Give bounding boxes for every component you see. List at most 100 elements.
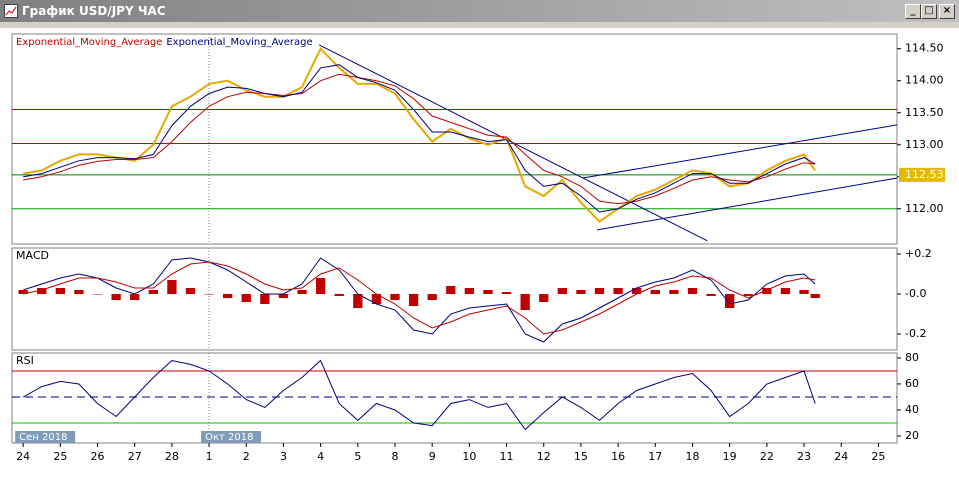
y-tick-label: 60 (905, 377, 919, 390)
chart: 112.00112.50113.00113.50114.00114.50+0.2… (0, 28, 959, 480)
histogram-bar (37, 288, 47, 294)
indicator-line (22, 359, 816, 431)
x-tick-label: 5 (354, 450, 361, 463)
histogram-bar (632, 288, 642, 294)
histogram-bar (743, 294, 753, 296)
histogram-bar (706, 294, 716, 296)
histogram-bar (18, 290, 28, 294)
x-tick-label: 15 (574, 450, 588, 463)
x-tick-label: 17 (648, 450, 662, 463)
histogram-bar (167, 280, 177, 294)
histogram-bar (130, 294, 140, 300)
x-tick-label: 24 (834, 450, 848, 463)
x-tick-label: 9 (429, 450, 436, 463)
histogram-bar (810, 294, 820, 298)
histogram-bar (725, 294, 735, 308)
histogram-bar (390, 294, 400, 300)
panel-frame (11, 33, 898, 245)
x-tick-label: 25 (871, 450, 885, 463)
y-tick-label: 112.00 (905, 202, 944, 215)
minimize-button[interactable]: _ (905, 4, 921, 19)
indicator-line (23, 64, 816, 213)
period-box (201, 431, 262, 443)
histogram-bar (594, 288, 605, 294)
histogram-bar (260, 294, 270, 304)
y-tick-label: 20 (905, 429, 919, 442)
x-tick-label: 2 (243, 450, 250, 463)
histogram-bar (669, 290, 679, 294)
window-icon (4, 4, 18, 18)
histogram-bar (223, 294, 233, 298)
x-tick-label: 22 (760, 450, 774, 463)
y-tick-label: 114.00 (905, 74, 944, 87)
x-tick-label: 28 (165, 450, 179, 463)
period-label: Окт 2018 (205, 432, 253, 443)
last-price-box (899, 167, 945, 182)
indicator-line (23, 261, 816, 335)
histogram-bar (576, 290, 586, 294)
indicator-line (23, 73, 816, 205)
x-tick-label: 27 (128, 450, 142, 463)
last-price-label: 112.53 (905, 168, 944, 181)
y-tick-label: 113.50 (905, 106, 944, 119)
period-label: Сен 2018 (19, 432, 67, 443)
histogram-bar (371, 294, 382, 304)
x-tick-label: 18 (685, 450, 699, 463)
histogram-bar (408, 294, 419, 306)
histogram-bar (353, 294, 363, 308)
maximize-button[interactable]: □ (921, 4, 937, 19)
price-line (23, 46, 817, 223)
x-tick-label: 24 (16, 450, 30, 463)
histogram-bar (278, 294, 289, 298)
x-tick-label: 1 (206, 450, 213, 463)
histogram-bar (501, 292, 512, 294)
histogram-bar (557, 288, 567, 294)
histogram-bar (613, 288, 623, 294)
y-tick-label: 80 (905, 351, 919, 364)
y-tick-label: 114.50 (905, 42, 944, 55)
histogram-bar (334, 294, 344, 296)
panel-title: MACD (16, 249, 49, 262)
histogram-bar (687, 288, 698, 294)
trend-line (596, 177, 898, 231)
histogram-bar (204, 294, 214, 295)
y-tick-label: +0.2 (905, 247, 932, 260)
x-tick-label: 3 (280, 450, 287, 463)
histogram-bar (148, 290, 158, 294)
x-tick-label: 16 (611, 450, 625, 463)
legend-entry: Exponential_Moving_Average (16, 37, 162, 48)
x-tick-label: 26 (91, 450, 105, 463)
histogram-bar (111, 294, 121, 300)
histogram-bar (315, 278, 326, 294)
x-tick-label: 10 (462, 450, 476, 463)
histogram-bar (799, 290, 809, 294)
histogram-bar (92, 294, 103, 295)
histogram-bar (427, 294, 437, 300)
x-tick-label: 25 (53, 450, 67, 463)
y-tick-label: 113.00 (905, 138, 944, 151)
histogram-bar (297, 290, 307, 294)
panel-frame (11, 352, 898, 444)
x-tick-label: 23 (797, 450, 811, 463)
histogram-bar (464, 288, 475, 294)
x-tick-label: 12 (537, 450, 551, 463)
histogram-bar (446, 286, 456, 294)
legend-entry: Exponential_Moving_Average (166, 37, 312, 48)
trend-line (582, 124, 898, 179)
histogram-bar (185, 288, 196, 294)
histogram-bar (539, 294, 549, 302)
x-tick-label: 4 (317, 450, 324, 463)
histogram-bar (780, 288, 791, 294)
panel-frame (11, 247, 898, 351)
histogram-bar (762, 288, 772, 294)
histogram-bar (74, 290, 84, 294)
close-button[interactable]: × (939, 4, 955, 19)
title-bar: График USD/JPY ЧАС _ □ × (0, 0, 959, 22)
indicator-line (23, 257, 816, 343)
y-tick-label: -0.2 (905, 327, 926, 340)
histogram-bar (55, 288, 65, 294)
histogram-bar (520, 294, 530, 310)
x-tick-label: 19 (723, 450, 737, 463)
x-tick-label: 11 (500, 450, 514, 463)
